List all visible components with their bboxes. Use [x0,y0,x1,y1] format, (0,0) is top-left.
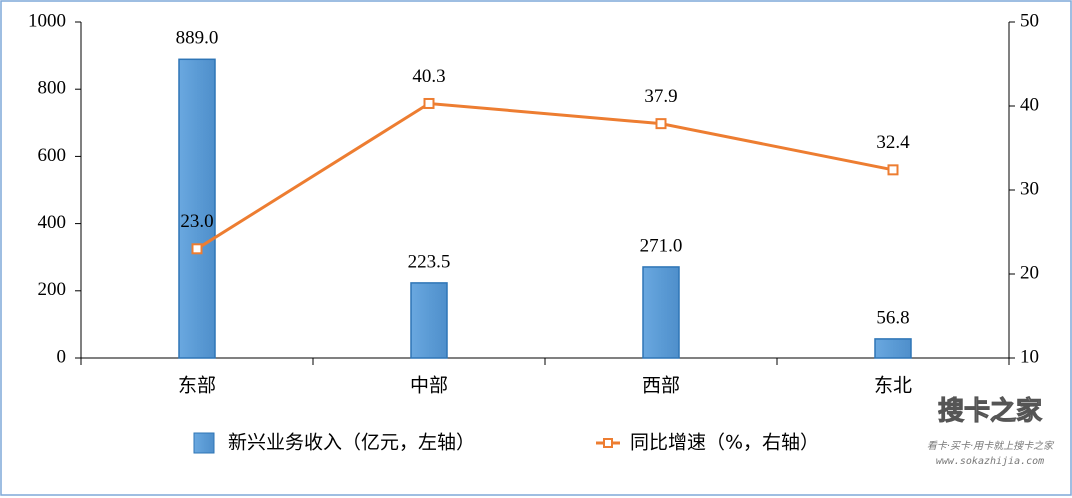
watermark: 搜卡之家 看卡·买卡·用卡就上搜卡之家 www.sokazhijia.com [927,395,1055,467]
y2-tick-label: 50 [1020,10,1039,31]
legend-swatch [603,438,613,448]
y-tick-label: 800 [38,78,67,99]
line-marker [423,97,435,109]
y-tick-label: 200 [38,279,67,300]
line-marker [655,118,667,130]
bar [642,266,680,359]
data-label: 271.0 [640,235,683,256]
data-label: 40.3 [412,66,445,87]
x-tick-label: 中部 [410,375,448,397]
watermark-logo: 搜卡之家 [938,396,1042,427]
x-tick-label: 西部 [642,375,680,397]
legend-label: 同比增速（%，右轴） [630,432,819,454]
data-label: 32.4 [876,132,910,153]
y-tick-label: 600 [38,145,67,166]
bar [874,338,912,359]
y-tick-label: 1000 [28,10,66,31]
legend-label: 新兴业务收入（亿元，左轴） [228,432,475,454]
watermark-slogan: 看卡·买卡·用卡就上搜卡之家 [927,440,1055,452]
data-label: 56.8 [876,307,909,328]
x-tick-label: 东北 [874,375,912,397]
line-marker [887,164,899,176]
y2-tick-label: 20 [1020,262,1039,283]
line-marker [191,243,203,255]
y-tick-label: 400 [38,212,67,233]
x-tick-label: 东部 [178,375,216,397]
line [196,101,894,251]
data-label: 37.9 [644,86,677,107]
legend-swatch [193,432,215,454]
y-tick-label: 0 [57,346,67,367]
y2-tick-label: 30 [1020,178,1039,199]
y2-tick-label: 10 [1020,346,1039,367]
watermark-url: www.sokazhijia.com [936,456,1044,467]
data-label: 23.0 [180,211,213,232]
data-label: 889.0 [176,28,219,49]
data-label: 223.5 [408,251,451,272]
bar [410,282,448,359]
y2-tick-label: 40 [1020,94,1039,115]
bar [178,58,216,359]
